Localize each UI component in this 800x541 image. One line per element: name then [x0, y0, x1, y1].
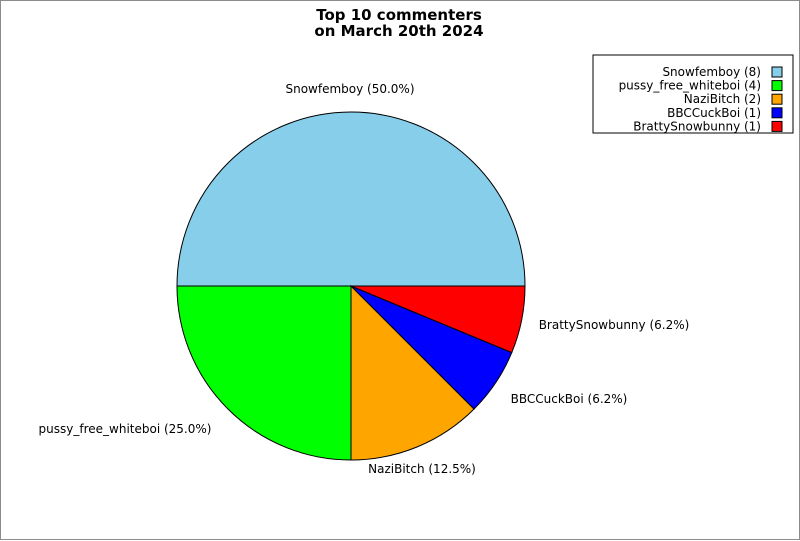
legend-swatch-BrattySnowbunny — [771, 120, 783, 132]
legend-swatch-NaziBitch — [771, 93, 783, 105]
slice-label-BBCCuckBoi: BBCCuckBoi (6.2%) — [511, 392, 628, 406]
pie-slice-NaziBitch — [350, 284, 475, 461]
slice-label-NaziBitch: NaziBitch (12.5%) — [368, 462, 476, 476]
legend-swatch-Snowfemboy — [771, 66, 783, 78]
legend-label-BBCCuckBoi: BBCCuckBoi (1) — [667, 106, 761, 120]
legend-box — [592, 54, 794, 134]
legend-label-pussy_free_whiteboi: pussy_free_whiteboi (4) — [619, 79, 761, 93]
slice-label-pussy_free_whiteboi: pussy_free_whiteboi (25.0%) — [39, 422, 212, 436]
legend-swatch-pussy_free_whiteboi — [771, 80, 783, 92]
pie-slices — [176, 111, 526, 461]
pie-slice-Snowfemboy — [176, 111, 526, 287]
pie-slice-BrattySnowbunny — [350, 285, 526, 354]
legend-label-NaziBitch: NaziBitch (2) — [684, 92, 761, 106]
legend: Snowfemboy (8)pussy_free_whiteboi (4)Naz… — [592, 54, 794, 134]
chart-title-line-1: Top 10 commenters — [316, 6, 482, 24]
chart-title-line-2: on March 20th 2024 — [314, 22, 483, 40]
pie-slice-labels: Snowfemboy (50.0%) pussy_free_whiteboi (2… — [39, 82, 690, 476]
slice-label-Snowfemboy: Snowfemboy (50.0%) — [285, 82, 414, 96]
pie-slice-pussy_free_whiteboi — [176, 285, 352, 461]
legend-swatch-BBCCuckBoi — [771, 107, 783, 119]
legend-label-Snowfemboy: Snowfemboy (8) — [662, 65, 761, 79]
legend-label-BrattySnowbunny: BrattySnowbunny (1) — [633, 119, 761, 133]
slice-label-BrattySnowbunny: BrattySnowbunny (6.2%) — [539, 318, 690, 332]
chart-title: Top 10 commenters on March 20th 2024 — [314, 6, 483, 40]
